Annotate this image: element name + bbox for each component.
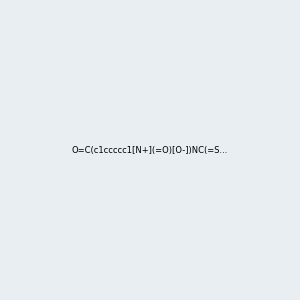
Text: O=C(c1ccccc1[N+](=O)[O-])NC(=S...: O=C(c1ccccc1[N+](=O)[O-])NC(=S...	[72, 146, 228, 154]
